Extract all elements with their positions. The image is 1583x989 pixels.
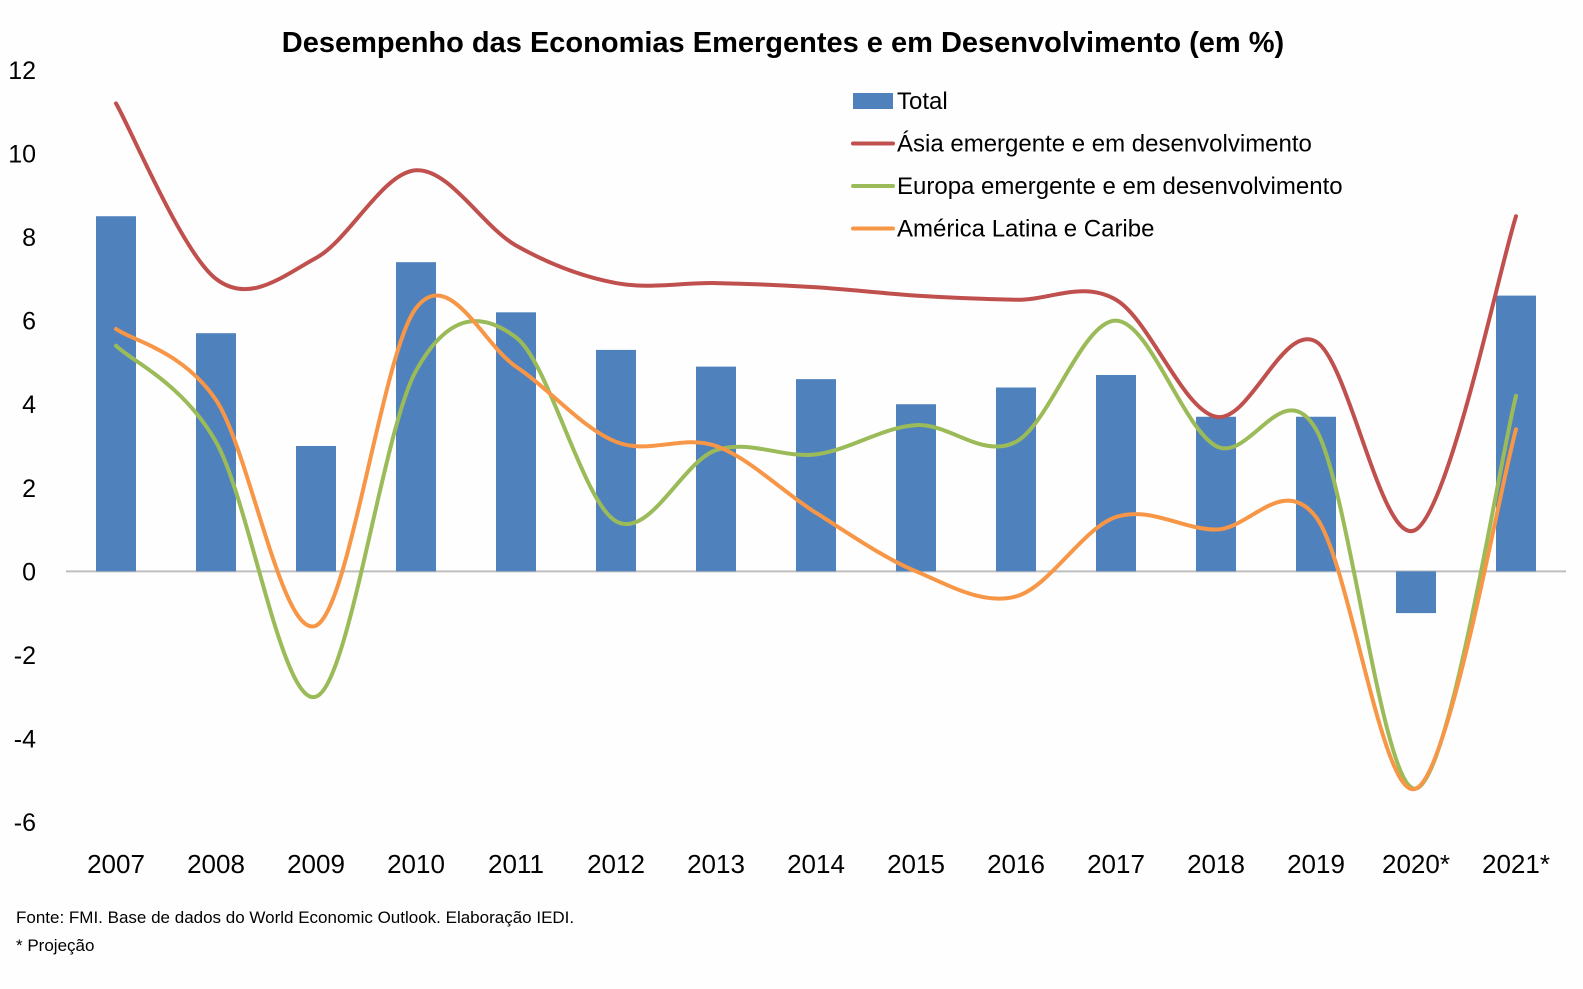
bar-total [796, 379, 836, 572]
legend-swatch-bar [853, 93, 893, 109]
x-tick-label: 2016 [987, 849, 1045, 879]
x-tick-label: 2007 [87, 849, 145, 879]
line-asia [114, 101, 1518, 534]
source-note: Fonte: FMI. Base de dados do World Econo… [16, 908, 575, 927]
x-tick-label: 2015 [887, 849, 945, 879]
x-tick-label: 2020* [1382, 849, 1450, 879]
x-tick-label: 2008 [187, 849, 245, 879]
legend-label: Europa emergente e em desenvolvimento [897, 173, 1343, 200]
legend-label: América Latina e Caribe [897, 216, 1154, 243]
x-tick-label: 2017 [1087, 849, 1145, 879]
x-tick-label: 2014 [787, 849, 845, 879]
x-tick-label: 2009 [287, 849, 345, 879]
bar-total [596, 349, 636, 572]
bar-total [1196, 416, 1236, 572]
y-tick-label: 4 [22, 391, 36, 419]
line-europe [114, 318, 1518, 791]
y-tick-label: 0 [22, 558, 36, 586]
chart-title: Desempenho das Economias Emergentes e em… [282, 27, 1284, 59]
y-tick-label: 2 [22, 475, 36, 503]
bar-total [96, 216, 136, 572]
x-axis: 2007 2008 2009 2010 2011 2012 2013 2014 2015 2016… [87, 849, 1550, 879]
bar-total [196, 333, 236, 572]
y-tick-label: -2 [14, 642, 36, 670]
bar-total [996, 387, 1036, 572]
x-tick-label: 2018 [1187, 849, 1245, 879]
y-tick-label: -4 [14, 725, 36, 753]
projection-note: * Projeção [16, 936, 95, 955]
y-tick-label: 8 [22, 224, 36, 252]
line-series [114, 101, 1518, 791]
line-latin-america [114, 293, 1518, 791]
x-tick-label: 2019 [1287, 849, 1345, 879]
bar-total [1096, 374, 1136, 572]
bar-total [696, 366, 736, 572]
y-tick-label: 10 [8, 141, 36, 169]
y-tick-label: 6 [22, 308, 36, 336]
legend: Total Ásia emergente e em desenvolvimento… [851, 88, 1343, 243]
x-tick-label: 2012 [587, 849, 645, 879]
y-tick-label: -6 [14, 809, 36, 837]
bar-series [96, 216, 1536, 614]
x-tick-label: 2011 [488, 849, 544, 879]
y-axis: 12 10 8 6 4 2 0 -2 -4 -6 [8, 57, 36, 837]
legend-label: Total [897, 88, 948, 115]
legend-label: Ásia emergente e em desenvolvimento [897, 131, 1312, 158]
x-tick-label: 2013 [687, 849, 745, 879]
x-tick-label: 2010 [387, 849, 445, 879]
x-tick-label: 2021* [1482, 849, 1550, 879]
bar-total [396, 262, 436, 572]
bar-total [296, 446, 336, 572]
bar-total [896, 404, 936, 572]
y-tick-label: 12 [8, 57, 36, 85]
bar-total [1396, 571, 1436, 614]
